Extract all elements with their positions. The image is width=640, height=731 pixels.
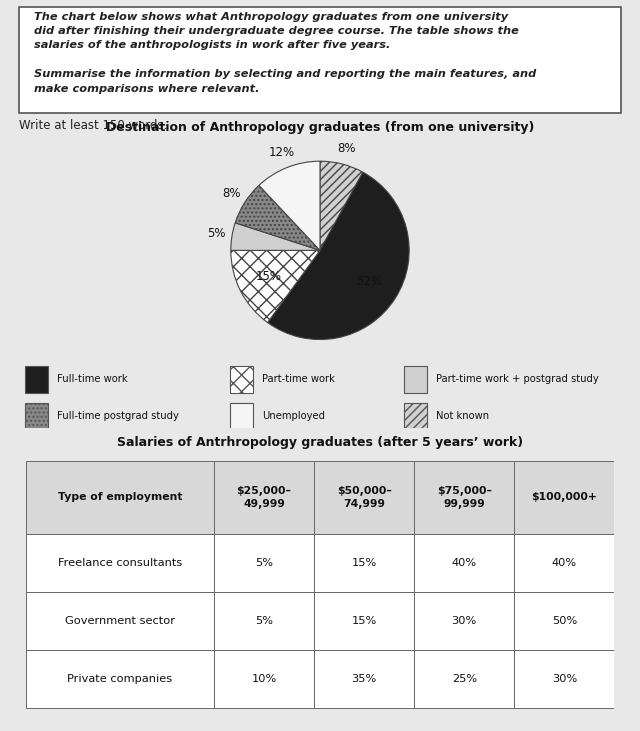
- Wedge shape: [231, 250, 320, 322]
- FancyBboxPatch shape: [25, 403, 48, 430]
- Text: Salaries of Antrhropology graduates (after 5 years’ work): Salaries of Antrhropology graduates (aft…: [117, 436, 523, 450]
- Text: $75,000–
99,999: $75,000– 99,999: [436, 486, 492, 509]
- FancyBboxPatch shape: [515, 592, 614, 650]
- Text: 30%: 30%: [452, 616, 477, 626]
- FancyBboxPatch shape: [26, 461, 214, 534]
- FancyBboxPatch shape: [314, 592, 414, 650]
- FancyBboxPatch shape: [230, 366, 253, 393]
- Text: Part-time work + postgrad study: Part-time work + postgrad study: [436, 374, 599, 385]
- Text: 40%: 40%: [452, 558, 477, 568]
- Text: Type of employment: Type of employment: [58, 493, 182, 502]
- Text: 8%: 8%: [337, 142, 355, 155]
- Text: 50%: 50%: [552, 616, 577, 626]
- FancyBboxPatch shape: [314, 650, 414, 708]
- Text: 25%: 25%: [452, 674, 477, 684]
- FancyBboxPatch shape: [26, 650, 214, 708]
- Wedge shape: [231, 223, 320, 251]
- FancyBboxPatch shape: [414, 650, 515, 708]
- Text: 5%: 5%: [207, 227, 225, 240]
- Text: Write at least 150 words.: Write at least 150 words.: [19, 118, 168, 132]
- Wedge shape: [320, 161, 363, 250]
- Text: 5%: 5%: [255, 616, 273, 626]
- Text: 52%: 52%: [356, 275, 382, 288]
- FancyBboxPatch shape: [404, 366, 427, 393]
- Text: Full-time postgrad study: Full-time postgrad study: [57, 411, 179, 421]
- FancyBboxPatch shape: [515, 461, 614, 534]
- Text: 5%: 5%: [255, 558, 273, 568]
- FancyBboxPatch shape: [19, 7, 621, 113]
- FancyBboxPatch shape: [404, 403, 427, 430]
- Title: Destination of Anthropology graduates (from one university): Destination of Anthropology graduates (f…: [106, 121, 534, 134]
- FancyBboxPatch shape: [214, 534, 314, 592]
- Text: The chart below shows what Anthropology graduates from one university
did after : The chart below shows what Anthropology …: [34, 12, 536, 94]
- Text: Freelance consultants: Freelance consultants: [58, 558, 182, 568]
- Text: 15%: 15%: [351, 558, 377, 568]
- FancyBboxPatch shape: [26, 592, 214, 650]
- Text: Not known: Not known: [436, 411, 489, 421]
- FancyBboxPatch shape: [214, 650, 314, 708]
- FancyBboxPatch shape: [214, 461, 314, 534]
- Wedge shape: [259, 161, 320, 250]
- FancyBboxPatch shape: [414, 461, 515, 534]
- FancyBboxPatch shape: [25, 366, 48, 393]
- FancyBboxPatch shape: [515, 650, 614, 708]
- Text: 15%: 15%: [255, 270, 282, 283]
- Text: 8%: 8%: [222, 187, 241, 200]
- Text: 30%: 30%: [552, 674, 577, 684]
- Wedge shape: [235, 186, 320, 250]
- Text: Part-time work: Part-time work: [262, 374, 335, 385]
- Text: 15%: 15%: [351, 616, 377, 626]
- Text: $50,000–
74,999: $50,000– 74,999: [337, 486, 392, 509]
- Text: $100,000+: $100,000+: [531, 493, 597, 502]
- Text: Full-time work: Full-time work: [57, 374, 128, 385]
- Wedge shape: [268, 173, 409, 339]
- Text: 35%: 35%: [351, 674, 377, 684]
- FancyBboxPatch shape: [414, 592, 515, 650]
- Text: 12%: 12%: [268, 146, 294, 159]
- FancyBboxPatch shape: [230, 403, 253, 430]
- FancyBboxPatch shape: [314, 461, 414, 534]
- Text: 40%: 40%: [552, 558, 577, 568]
- FancyBboxPatch shape: [214, 592, 314, 650]
- Text: Government sector: Government sector: [65, 616, 175, 626]
- Text: Private companies: Private companies: [67, 674, 172, 684]
- FancyBboxPatch shape: [26, 534, 214, 592]
- FancyBboxPatch shape: [314, 534, 414, 592]
- FancyBboxPatch shape: [515, 534, 614, 592]
- FancyBboxPatch shape: [414, 534, 515, 592]
- Text: $25,000–
49,999: $25,000– 49,999: [237, 486, 292, 509]
- Text: 10%: 10%: [252, 674, 276, 684]
- Text: Unemployed: Unemployed: [262, 411, 324, 421]
